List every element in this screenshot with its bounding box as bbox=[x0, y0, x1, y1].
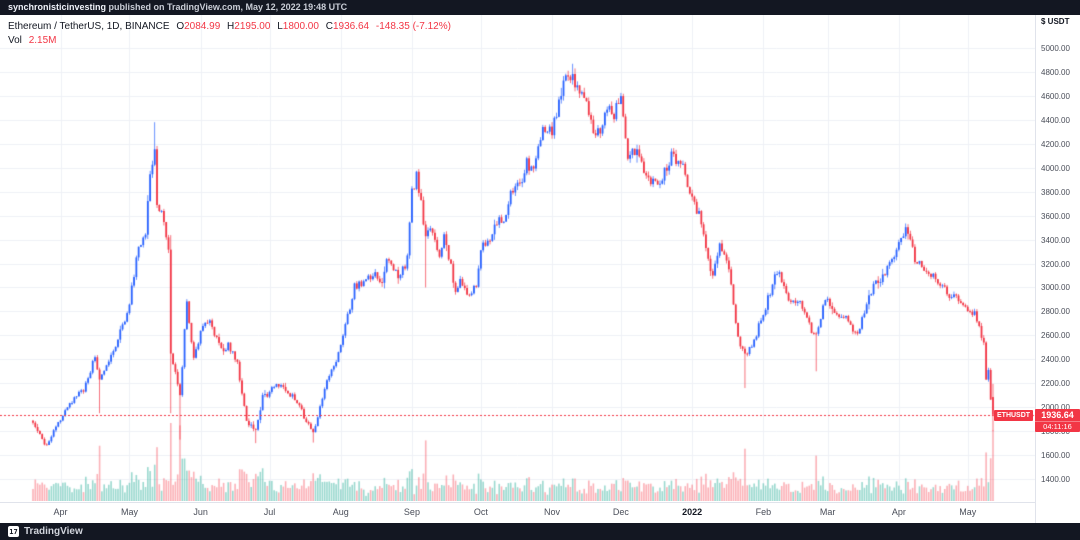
price-tick-label: 1400.00 bbox=[1041, 475, 1070, 485]
price-axis[interactable]: $ USDT 1400.001600.001800.002000.002200.… bbox=[1035, 15, 1080, 523]
price-tick-label: 2800.00 bbox=[1041, 307, 1070, 317]
time-tick-month-label: Mar bbox=[819, 507, 836, 517]
last-price-tag: 1936.64 04:11:16 bbox=[1035, 409, 1080, 432]
price-tick-label: 4600.00 bbox=[1041, 91, 1070, 101]
tradingview-brand[interactable]: TradingView bbox=[24, 526, 83, 537]
high-value: 2195.00 bbox=[234, 21, 271, 32]
price-axis-unit[interactable]: $ USDT bbox=[1041, 17, 1070, 26]
price-tick-label: 4400.00 bbox=[1041, 115, 1070, 125]
attribution-username: synchronisticinvesting bbox=[8, 2, 107, 12]
change-value: -148.35 (-7.12%) bbox=[375, 21, 451, 32]
legend-symbol-row[interactable]: Ethereum / TetherUS, 1D, BINANCE O2084.9… bbox=[8, 20, 451, 34]
price-tick-label: 3600.00 bbox=[1041, 211, 1070, 221]
price-tick-label: 5000.00 bbox=[1041, 43, 1070, 53]
candlestick-chart-canvas[interactable] bbox=[0, 15, 1035, 501]
time-tick-month-label: Jun bbox=[193, 507, 208, 517]
time-tick-month-label: Aug bbox=[332, 507, 349, 517]
time-tick-month-label: Nov bbox=[544, 507, 561, 517]
time-tick-year-label: 2022 bbox=[682, 507, 703, 517]
open-label: O bbox=[176, 21, 185, 32]
price-tick-label: 1600.00 bbox=[1041, 451, 1070, 461]
low-value: 1800.00 bbox=[282, 21, 319, 32]
time-tick-month-label: Feb bbox=[755, 507, 772, 517]
time-tick-month-label: May bbox=[120, 507, 138, 517]
symbol-price-tag: ETHUSDT bbox=[994, 410, 1034, 421]
time-tick-month-label: Oct bbox=[473, 507, 488, 517]
close-label: C bbox=[325, 21, 333, 32]
price-tick-label: 4200.00 bbox=[1041, 139, 1070, 149]
legend-volume-row[interactable]: Vol 2.15M bbox=[8, 34, 451, 48]
attribution-bar: synchronisticinvesting published on Trad… bbox=[0, 0, 1080, 15]
symbol-title: Ethereum / TetherUS, 1D, BINANCE bbox=[8, 21, 170, 32]
volume-value: 2.15M bbox=[28, 35, 57, 46]
bar-countdown: 04:11:16 bbox=[1035, 421, 1080, 432]
price-tick-label: 3400.00 bbox=[1041, 235, 1070, 245]
last-price-value: 1936.64 bbox=[1041, 410, 1074, 420]
price-tick-label: 2200.00 bbox=[1041, 379, 1070, 389]
tradingview-logo-icon[interactable]: 17 bbox=[8, 526, 19, 537]
close-value: 1936.64 bbox=[332, 21, 370, 32]
price-tick-label: 3200.00 bbox=[1041, 259, 1070, 269]
volume-label: Vol bbox=[8, 35, 22, 46]
price-tick-label: 4000.00 bbox=[1041, 163, 1070, 173]
open-value: 2084.99 bbox=[184, 21, 221, 32]
price-tick-label: 2000.00 bbox=[1041, 403, 1070, 413]
price-tick-label: 2600.00 bbox=[1041, 331, 1070, 341]
time-tick-month-label: Jul bbox=[263, 507, 276, 517]
time-tick-month-label: Dec bbox=[612, 507, 629, 517]
high-label: H bbox=[227, 21, 235, 32]
price-tick-label: 3000.00 bbox=[1041, 283, 1070, 293]
time-tick-month-label: Apr bbox=[53, 507, 68, 517]
price-tick-label: 4800.00 bbox=[1041, 67, 1070, 77]
attribution-text: published on TradingView.com, May 12, 20… bbox=[106, 2, 348, 12]
footer-bar: 17 TradingView bbox=[0, 523, 1080, 540]
chart-legend: Ethereum / TetherUS, 1D, BINANCE O2084.9… bbox=[8, 20, 451, 48]
price-tick-label: 2400.00 bbox=[1041, 355, 1070, 365]
time-tick-month-label: Sep bbox=[403, 507, 420, 517]
time-tick-month-label: May bbox=[959, 507, 977, 517]
time-axis[interactable]: Apr May Jun Jul Aug Sep Oct Nov Dec 2022 Feb Mar Apr… bbox=[0, 502, 1035, 523]
low-label: L bbox=[277, 21, 283, 32]
price-tick-label: 3800.00 bbox=[1041, 187, 1070, 197]
time-tick-month-label: Apr bbox=[891, 507, 906, 517]
